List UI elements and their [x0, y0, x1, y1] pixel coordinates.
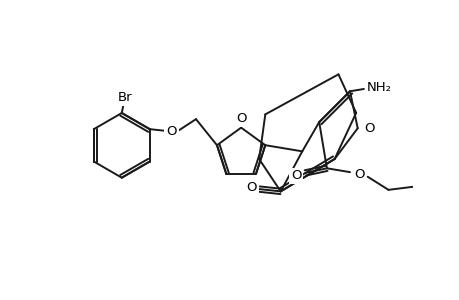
- Text: NH₂: NH₂: [366, 81, 391, 94]
- Text: O: O: [290, 169, 301, 182]
- Text: O: O: [235, 112, 246, 125]
- Text: O: O: [363, 122, 374, 135]
- Text: Br: Br: [118, 91, 132, 104]
- Text: O: O: [246, 181, 256, 194]
- Text: O: O: [353, 168, 364, 181]
- Text: O: O: [166, 125, 176, 138]
